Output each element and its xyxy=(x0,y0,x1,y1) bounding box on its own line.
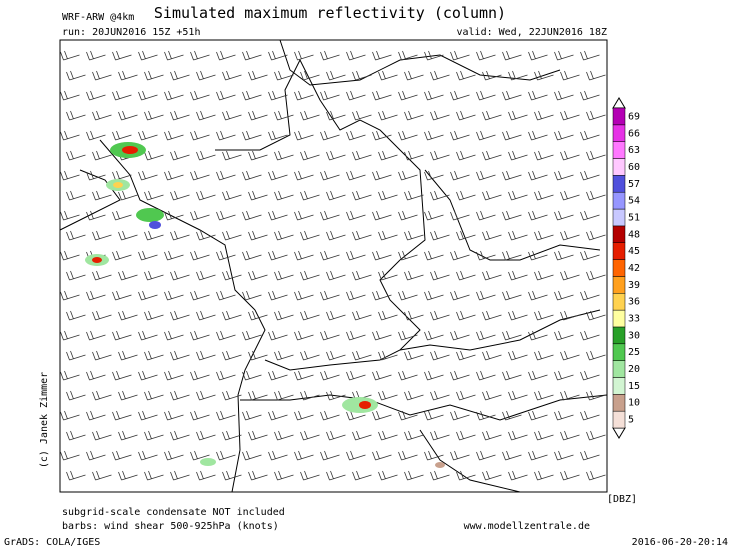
colorbar-label: 63 xyxy=(628,145,640,156)
copyright: (c) Janek Zimmer xyxy=(39,372,50,468)
colorbar-box xyxy=(612,259,626,277)
colorbar-label: 5 xyxy=(628,415,634,426)
note-barbs: barbs: wind shear 500-925hPa (knots) xyxy=(62,521,279,532)
colorbar-box xyxy=(612,225,626,243)
colorbar-label: 20 xyxy=(628,364,640,375)
colorbar-box xyxy=(612,208,626,227)
colorbar-label: 30 xyxy=(628,330,640,341)
colorbar-box xyxy=(612,158,626,176)
map-title: Simulated maximum reflectivity (column) xyxy=(154,4,506,22)
colorbar-label: 45 xyxy=(628,246,640,257)
timestamp: 2016-06-20-20:14 xyxy=(632,537,728,548)
colorbar-box xyxy=(612,191,626,210)
colorbar-label: 69 xyxy=(628,111,640,122)
colorbar-label: 60 xyxy=(628,162,640,173)
valid-label: valid: Wed, 22JUN2016 18Z xyxy=(456,27,607,38)
reflectivity-cells xyxy=(85,142,445,468)
website: www.modellzentrale.de xyxy=(464,521,590,532)
colorbar-box xyxy=(612,141,626,159)
colorbar-label: 25 xyxy=(628,347,640,358)
colorbar-unit: [DBZ] xyxy=(607,494,637,505)
colorbar: 5 10 15 20 25 30 33 36 39 42 45 48 51 54 57 60 63 66 69 xyxy=(612,97,640,439)
colorbar-box xyxy=(612,276,626,294)
colorbar-label: 10 xyxy=(628,398,640,409)
colorbar-box xyxy=(612,293,626,311)
colorbar-cap xyxy=(612,97,626,109)
colorbar-box xyxy=(612,175,626,193)
run-label: run: 20JUN2016 15Z +51h xyxy=(62,27,200,38)
colorbar-box xyxy=(612,242,626,260)
colorbar-label: 48 xyxy=(628,229,640,240)
colorbar-label: 42 xyxy=(628,263,640,274)
colorbar-label: 54 xyxy=(628,196,640,207)
colorbar-box xyxy=(612,377,626,395)
note-condensate: subgrid-scale condensate NOT included xyxy=(62,507,285,518)
colorbar-label: 36 xyxy=(628,297,640,308)
colorbar-box xyxy=(612,343,626,361)
map-frame xyxy=(59,39,608,493)
colorbar-box xyxy=(612,124,626,142)
colorbar-cap xyxy=(612,427,626,439)
colorbar-box xyxy=(612,360,626,378)
colorbar-box xyxy=(612,107,626,126)
colorbar-label: 57 xyxy=(628,179,640,190)
colorbar-box xyxy=(612,410,626,429)
colorbar-box xyxy=(612,309,626,328)
colorbar-box xyxy=(612,326,626,345)
colorbar-label: 33 xyxy=(628,314,640,325)
software: GrADS: COLA/IGES xyxy=(4,537,100,548)
colorbar-label: 15 xyxy=(628,381,640,392)
wind-barbs xyxy=(60,50,606,481)
colorbar-box xyxy=(612,394,626,412)
colorbar-label: 39 xyxy=(628,280,640,291)
colorbar-label: 66 xyxy=(628,128,640,139)
model-label: WRF-ARW @4km xyxy=(62,12,134,23)
colorbar-label: 51 xyxy=(628,212,640,223)
borders xyxy=(59,39,608,493)
